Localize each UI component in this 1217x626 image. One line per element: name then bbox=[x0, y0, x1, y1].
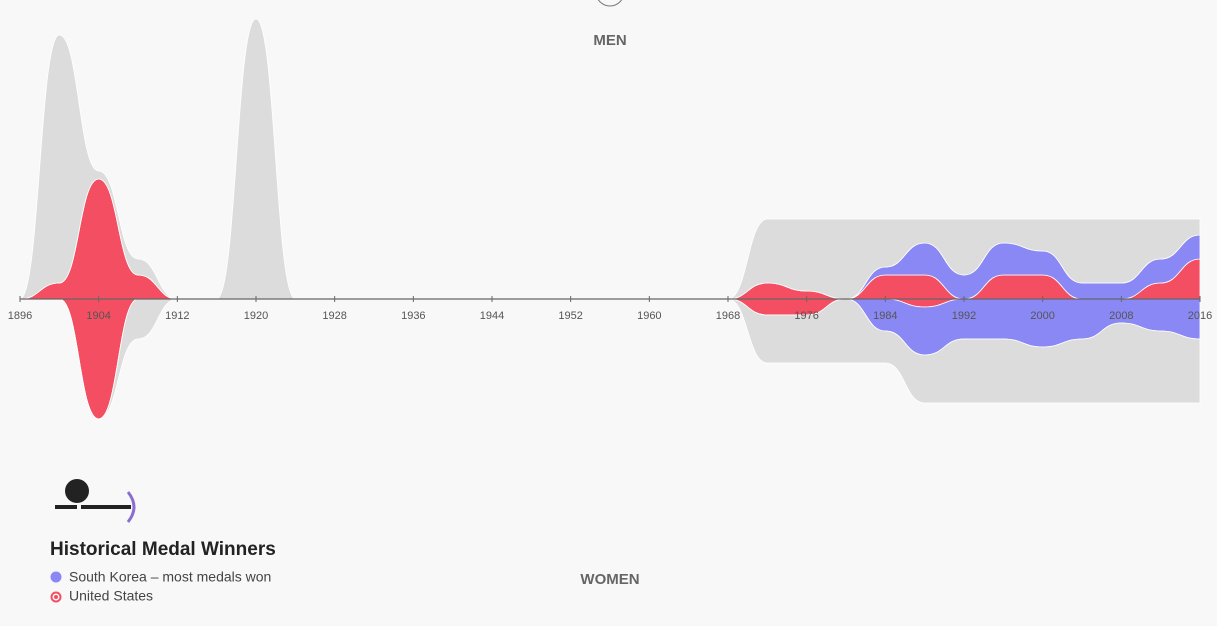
x-tick-label: 1960 bbox=[637, 310, 661, 322]
x-tick-label: 1968 bbox=[716, 310, 740, 322]
legend-title: Historical Medal Winners bbox=[50, 539, 276, 560]
x-tick-label: 1992 bbox=[952, 310, 976, 322]
x-tick-label: 2008 bbox=[1109, 310, 1133, 322]
legend-swatch bbox=[50, 591, 62, 603]
x-tick-label: 1944 bbox=[480, 310, 504, 322]
x-tick-label: 1896 bbox=[8, 310, 32, 322]
legend-swatch bbox=[50, 571, 62, 583]
x-tick-label: 2016 bbox=[1188, 310, 1212, 322]
men-title: MEN bbox=[593, 32, 626, 49]
x-tick-label: 2000 bbox=[1030, 310, 1054, 322]
x-tick-label: 1912 bbox=[165, 310, 189, 322]
legend-label: United States bbox=[69, 588, 153, 604]
women-title: WOMEN bbox=[580, 571, 639, 588]
plot: 1896 1904 1912 1920 1928 1936 1944 1952 1960 1968… bbox=[8, 18, 1212, 420]
legend-swatch-dot bbox=[54, 595, 58, 599]
scroll-indicator bbox=[597, 0, 623, 7]
x-tick-label: 1952 bbox=[558, 310, 582, 322]
x-tick-label: 1928 bbox=[322, 310, 346, 322]
x-tick-label: 1984 bbox=[873, 310, 897, 322]
x-tick-label: 1976 bbox=[794, 310, 818, 322]
logo-icon bbox=[55, 479, 136, 523]
x-tick-label: 1936 bbox=[401, 310, 425, 322]
legend-label: South Korea – most medals won bbox=[69, 569, 271, 585]
x-tick-label: 1904 bbox=[86, 310, 110, 322]
x-tick-label: 1920 bbox=[244, 310, 268, 322]
